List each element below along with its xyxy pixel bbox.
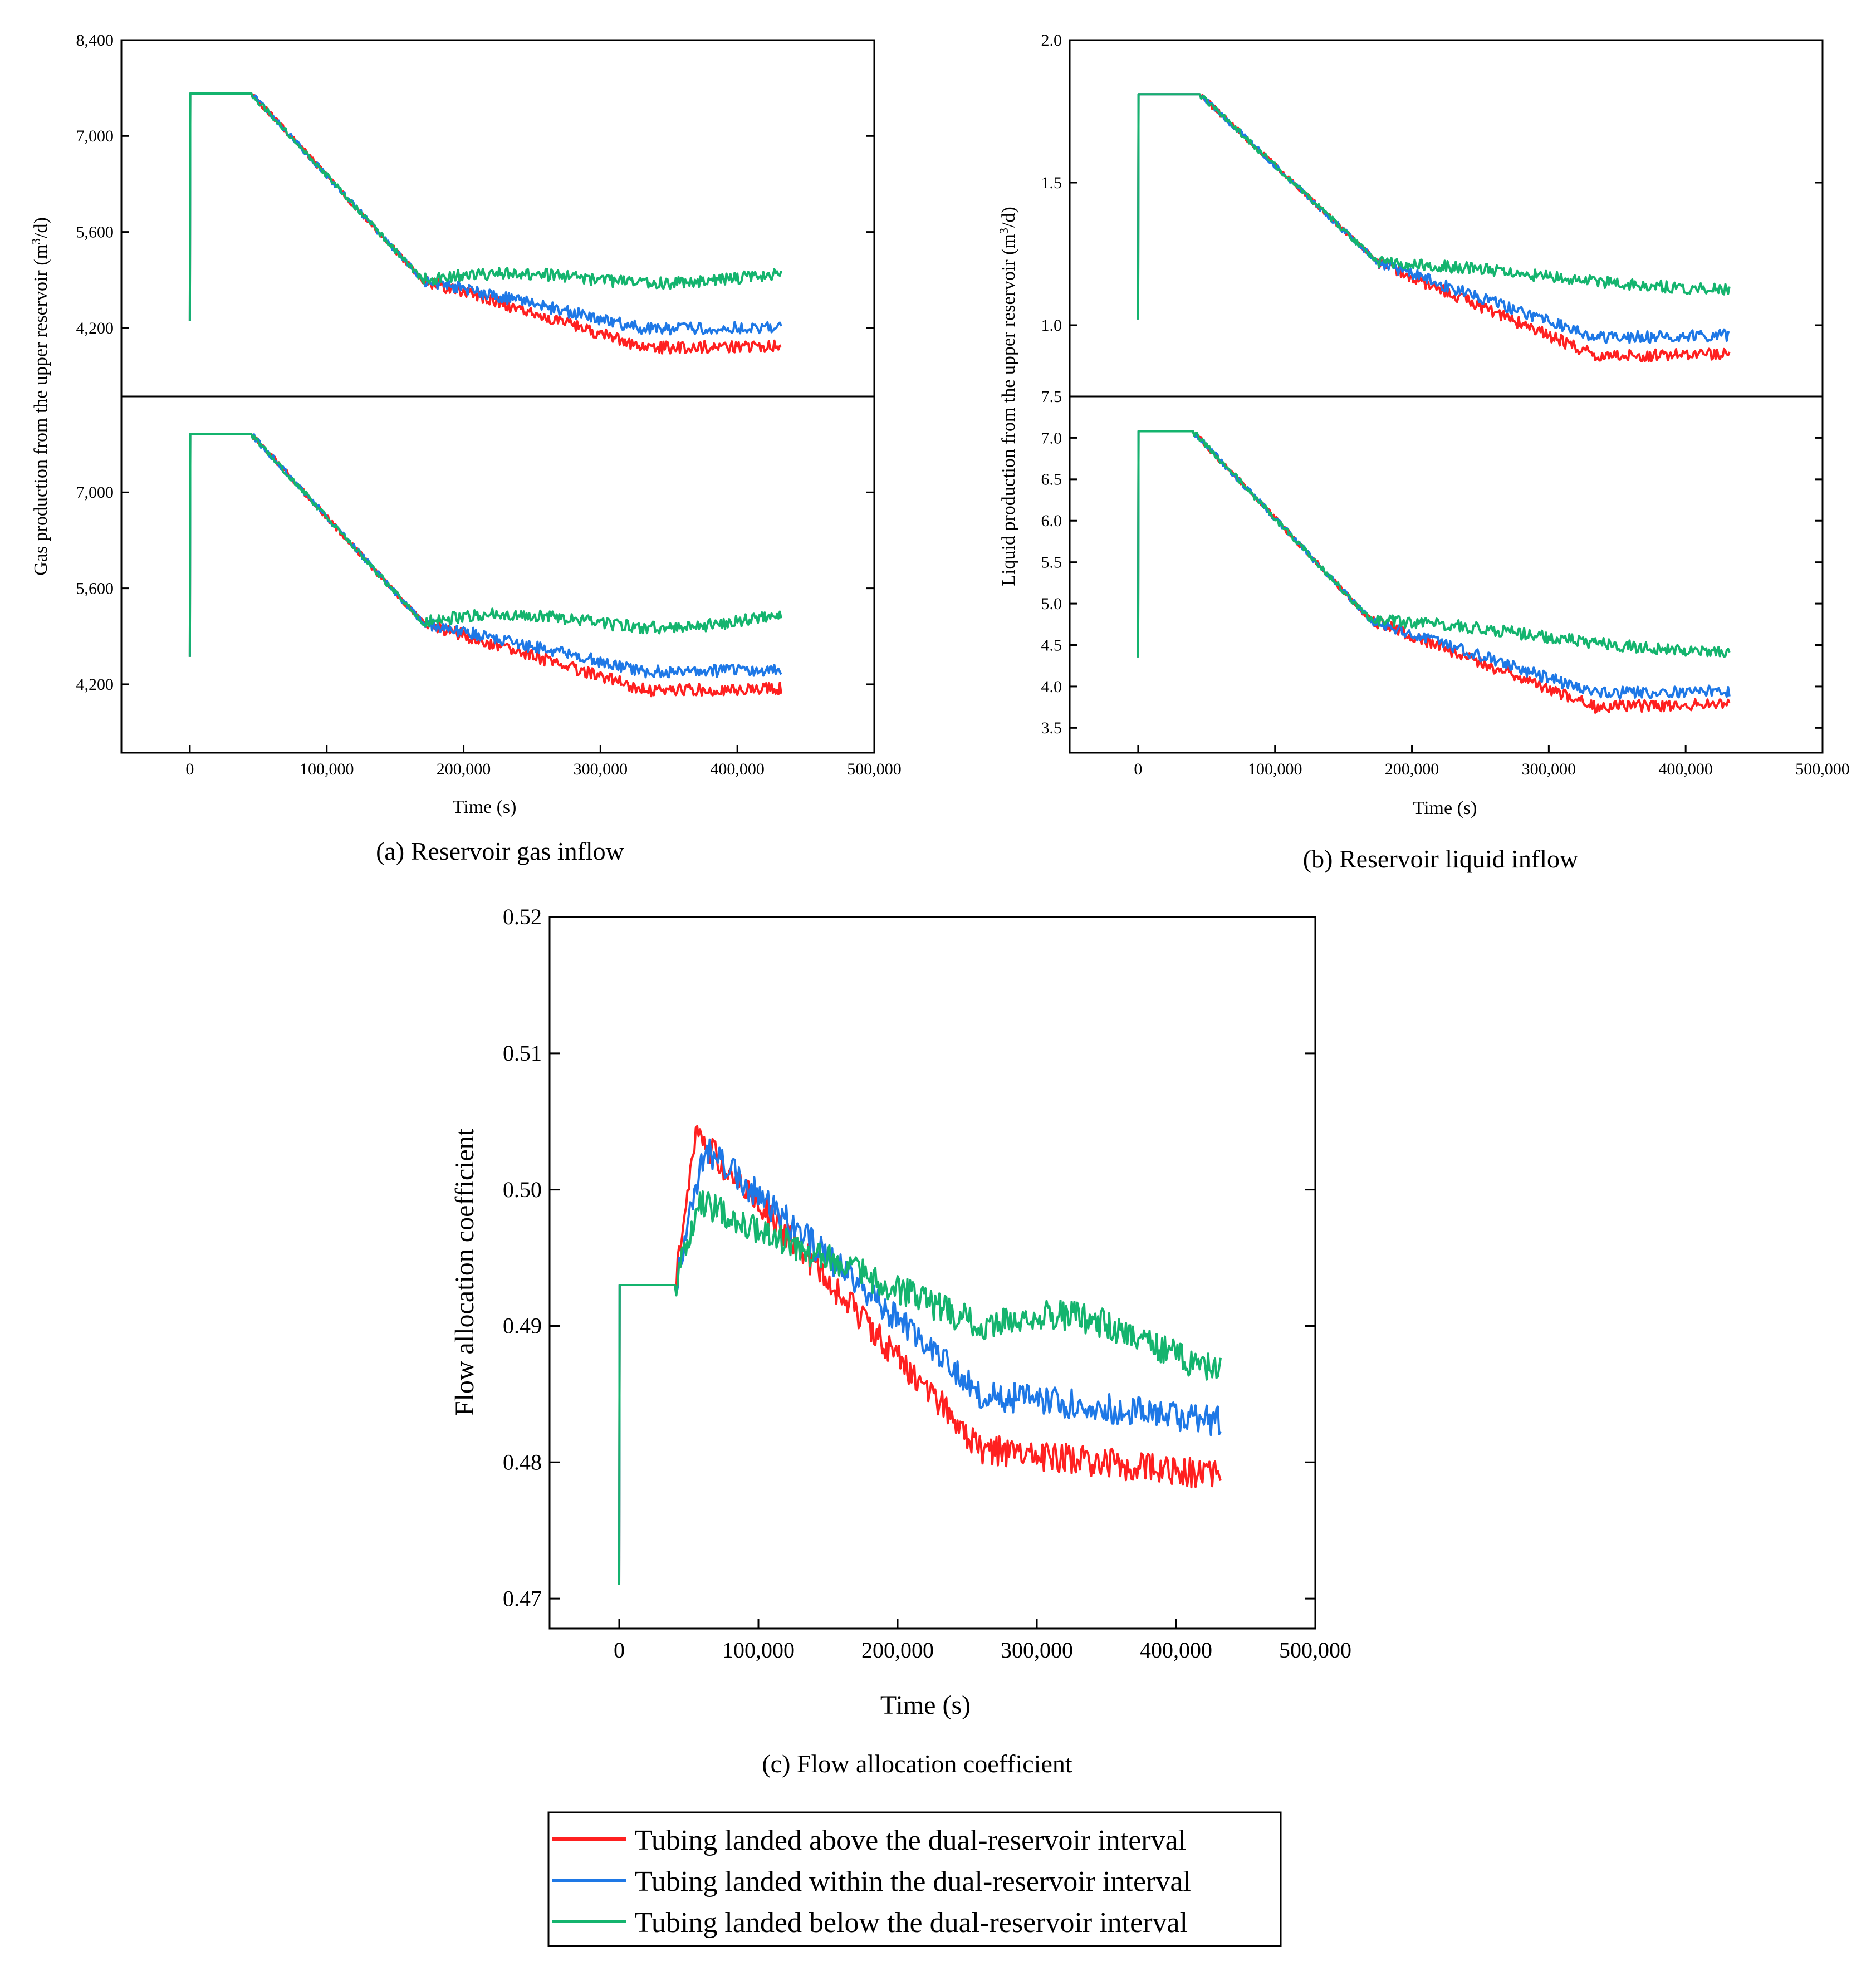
chart-a-ylabel: Gas production from the upper reservoir … bbox=[29, 217, 52, 576]
chart-a-upper-ytick-label: 4,200 bbox=[76, 319, 114, 337]
chart-b-xtick-label: 0 bbox=[1134, 760, 1142, 778]
series-line-below bbox=[1137, 430, 1731, 658]
chart-a-lower-series bbox=[188, 433, 782, 698]
series-line-above bbox=[188, 433, 782, 698]
chart-c-ylabel: Flow allocation coefficient bbox=[450, 1128, 479, 1416]
series-line-within bbox=[188, 92, 782, 336]
series-line-below bbox=[618, 1190, 1222, 1585]
chart-c-xtick-label: 200,000 bbox=[861, 1637, 934, 1663]
series-line-within bbox=[1137, 93, 1730, 344]
chart-c-ytick-label: 0.48 bbox=[503, 1450, 542, 1475]
chart-a-xtick-label: 0 bbox=[185, 760, 194, 778]
chart-c-flow-allocation: 0.47 0.48 0.49 0.50 0.51 0.52 0 100,000 200,000… bbox=[450, 904, 1351, 1778]
chart-b-upper-ytick-label: 1.0 bbox=[1041, 316, 1062, 335]
chart-a-upper-series bbox=[188, 92, 782, 355]
chart-a-xtick-label: 400,000 bbox=[710, 760, 765, 778]
chart-c-ytick-label: 0.51 bbox=[503, 1041, 542, 1066]
chart-a-lower-frame bbox=[120, 395, 875, 754]
chart-a-upper-ytick-label: 5,600 bbox=[76, 223, 114, 242]
chart-a-lower-ytick-label: 7,000 bbox=[76, 483, 114, 502]
chart-b-lower-series bbox=[1137, 430, 1731, 714]
legend-box bbox=[547, 1811, 1282, 1947]
chart-a-lower-ytick-label: 5,600 bbox=[76, 580, 114, 598]
series-line-below bbox=[188, 92, 782, 321]
chart-b-liquid-inflow: 1.0 1.5 2.0 3.5 4.0 4.5 5.0 5.5 6.0 6.5 7.0 7.5 0 1… bbox=[997, 31, 1850, 873]
chart-b-xtick-label: 400,000 bbox=[1658, 760, 1713, 778]
chart-c-ytick-label: 0.52 bbox=[503, 904, 542, 929]
legend: Tubing landed above the dual-reservoir i… bbox=[547, 1811, 1282, 1947]
legend-label-above: Tubing landed above the dual-reservoir i… bbox=[635, 1825, 1186, 1856]
chart-c-xtick-label: 300,000 bbox=[1001, 1637, 1073, 1663]
chart-b-lower-ytick-label: 7.0 bbox=[1041, 429, 1062, 447]
chart-a-xtick-label: 500,000 bbox=[847, 760, 902, 778]
chart-c-ytick-label: 0.49 bbox=[503, 1313, 542, 1339]
chart-b-lower-ytick-label: 4.5 bbox=[1041, 636, 1062, 654]
series-line-below bbox=[1137, 93, 1731, 320]
series-line-within bbox=[188, 433, 782, 679]
chart-c-xlabel: Time (s) bbox=[880, 1690, 971, 1720]
chart-c-xtick-label: 400,000 bbox=[1140, 1637, 1212, 1663]
chart-a-upper-y-ticks: 4,200 5,600 7,000 8,400 bbox=[76, 31, 874, 337]
chart-c-y-ticks: 0.47 0.48 0.49 0.50 0.51 0.52 bbox=[503, 904, 1315, 1611]
chart-a-xlabel: Time (s) bbox=[453, 797, 517, 817]
chart-c-frame bbox=[548, 916, 1316, 1630]
legend-label-below: Tubing landed below the dual-reservoir i… bbox=[635, 1907, 1188, 1939]
chart-b-x-ticks: 0 100,000 200,000 300,000 400,000 500,000 bbox=[1134, 745, 1850, 778]
chart-b-lower-ytick-label: 4.0 bbox=[1041, 678, 1062, 696]
chart-b-upper-ytick-label: 2.0 bbox=[1041, 31, 1062, 50]
series-line-above bbox=[188, 92, 782, 355]
chart-b-xtick-label: 300,000 bbox=[1522, 760, 1576, 778]
chart-a-lower-ytick-label: 4,200 bbox=[76, 675, 114, 694]
chart-c-x-ticks: 0 100,000 200,000 300,000 400,000 500,000 bbox=[614, 1619, 1351, 1663]
chart-b-lower-ytick-label: 7.5 bbox=[1041, 388, 1062, 406]
chart-b-xlabel: Time (s) bbox=[1413, 798, 1477, 818]
chart-c-xtick-label: 500,000 bbox=[1279, 1637, 1351, 1663]
chart-a-lower-y-ticks: 4,200 5,600 7,000 bbox=[76, 483, 874, 694]
chart-c-ytick-label: 0.50 bbox=[503, 1177, 542, 1202]
chart-c-xtick-label: 100,000 bbox=[722, 1637, 795, 1663]
chart-a-upper-ytick-label: 7,000 bbox=[76, 127, 114, 145]
series-line-above bbox=[1137, 430, 1731, 714]
chart-b-lower-ytick-label: 3.5 bbox=[1041, 719, 1062, 737]
chart-b-upper-ytick-label: 1.5 bbox=[1041, 174, 1062, 192]
chart-b-upper-series bbox=[1137, 93, 1731, 363]
chart-b-lower-ytick-label: 6.5 bbox=[1041, 470, 1062, 489]
series-line-above bbox=[1137, 93, 1731, 363]
chart-b-upper-y-ticks: 1.0 1.5 2.0 bbox=[1041, 31, 1823, 335]
chart-a-upper-ytick-label: 8,400 bbox=[76, 31, 114, 50]
chart-a-xtick-label: 300,000 bbox=[574, 760, 628, 778]
chart-c-xtick-label: 0 bbox=[614, 1637, 625, 1663]
chart-b-xtick-label: 200,000 bbox=[1385, 760, 1439, 778]
series-line-within bbox=[618, 1138, 1222, 1585]
chart-b-xtick-label: 100,000 bbox=[1248, 760, 1302, 778]
series-line-within bbox=[1137, 430, 1731, 700]
chart-a-xtick-label: 100,000 bbox=[300, 760, 354, 778]
chart-a-gas-inflow: 4,200 5,600 7,000 8,400 4,200 5,600 7,000 0 10… bbox=[29, 31, 902, 865]
chart-a-xtick-label: 200,000 bbox=[437, 760, 491, 778]
chart-c-caption: (c) Flow allocation coefficient bbox=[762, 1749, 1072, 1778]
chart-c-ytick-label: 0.47 bbox=[503, 1586, 542, 1611]
chart-b-lower-frame bbox=[1069, 395, 1824, 754]
series-line-above bbox=[618, 1125, 1222, 1585]
chart-a-x-ticks: 0 100,000 200,000 300,000 400,000 500,000 bbox=[185, 745, 902, 778]
series-line-below bbox=[188, 433, 782, 657]
legend-label-within: Tubing landed within the dual-reservoir … bbox=[635, 1866, 1191, 1898]
chart-b-lower-ytick-label: 5.0 bbox=[1041, 595, 1062, 613]
chart-b-lower-ytick-label: 6.0 bbox=[1041, 512, 1062, 530]
chart-b-caption: (b) Reservoir liquid inflow bbox=[1303, 845, 1579, 873]
chart-a-caption: (a) Reservoir gas inflow bbox=[376, 837, 625, 865]
chart-c-series bbox=[618, 1125, 1222, 1585]
chart-b-lower-ytick-label: 5.5 bbox=[1041, 553, 1062, 572]
chart-b-xtick-label: 500,000 bbox=[1795, 760, 1850, 778]
chart-b-lower-y-ticks: 3.5 4.0 4.5 5.0 5.5 6.0 6.5 7.0 7.5 bbox=[1041, 388, 1823, 737]
chart-b-ylabel: Liquid production from the upper reservo… bbox=[997, 207, 1020, 586]
